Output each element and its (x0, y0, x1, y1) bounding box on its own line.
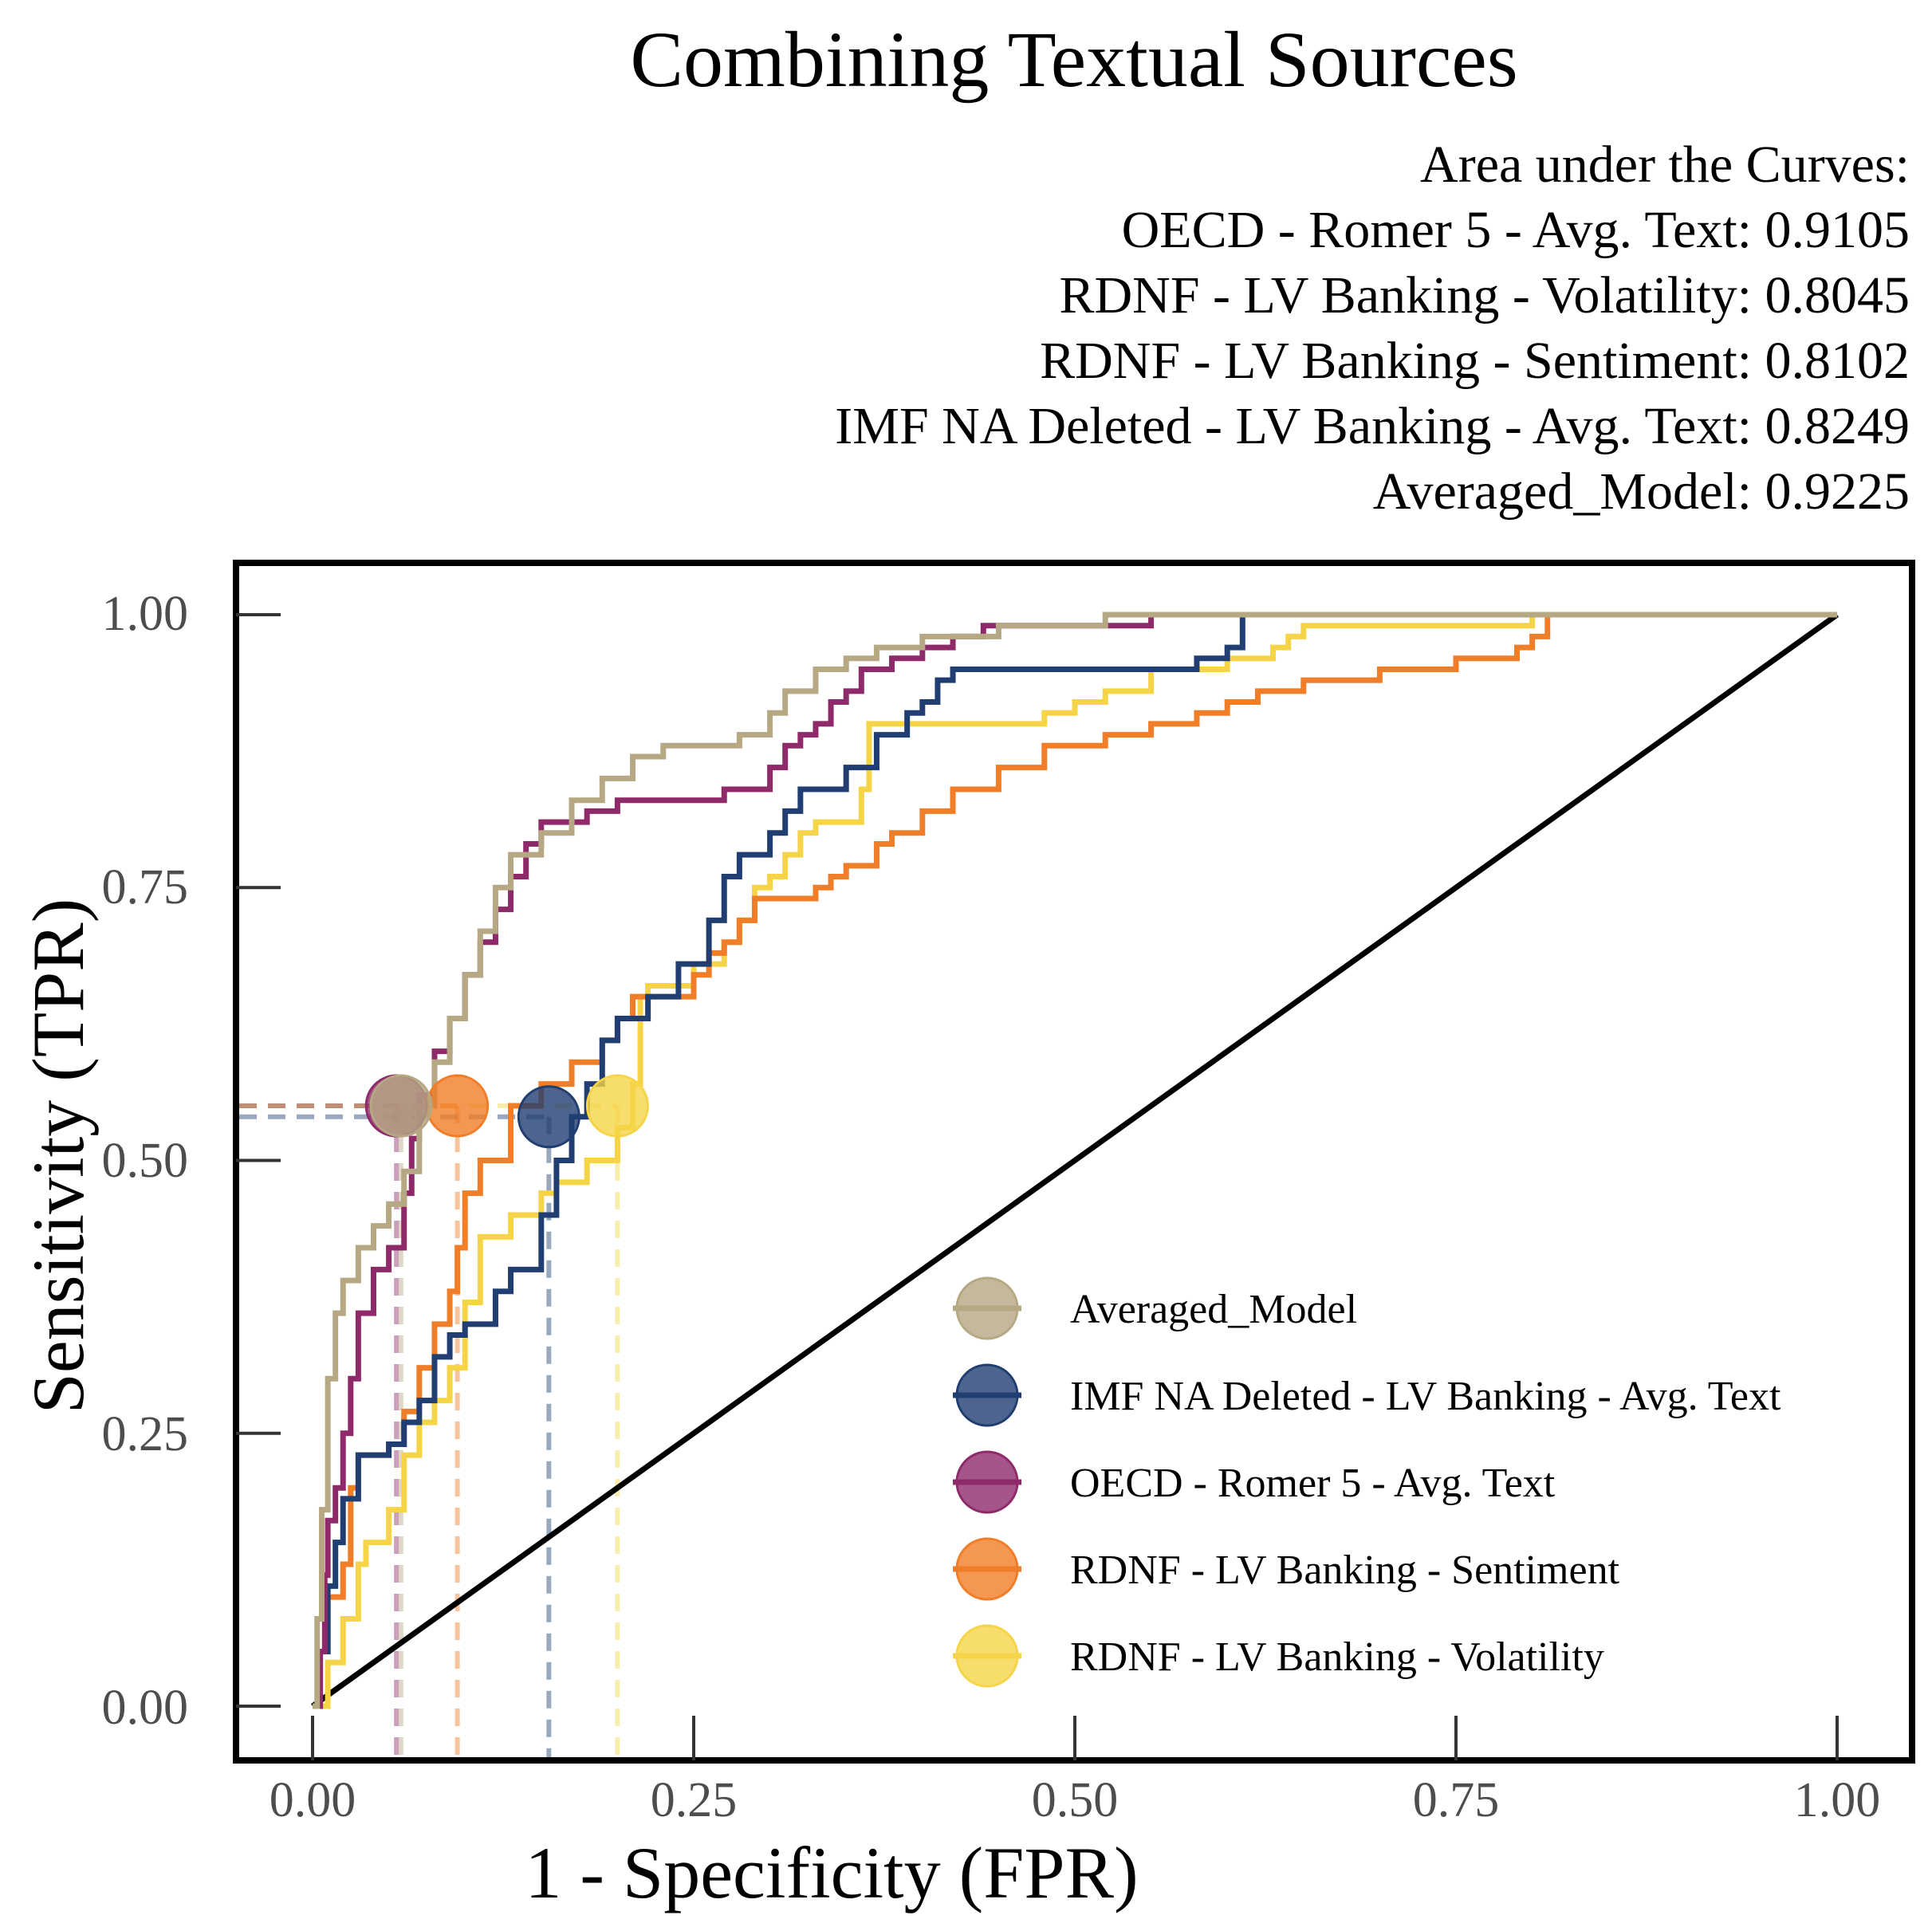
x-tick-label: 0.00 (270, 1773, 356, 1827)
threshold-markers (364, 1074, 649, 1149)
threshold-marker-averaged-model (369, 1074, 433, 1138)
curve-averaged-model (313, 612, 1837, 1709)
auc-heading: Area under the Curves: (1420, 136, 1910, 194)
x-axis-label: 1 - Specificity (FPR) (525, 1832, 1138, 1913)
y-tick-label: 0.75 (102, 860, 189, 914)
auc-annotation: Area under the Curves: OECD - Romer 5 - … (835, 136, 1910, 521)
auc-line-imf: IMF NA Deleted - LV Banking - Avg. Text:… (835, 397, 1910, 455)
x-axis: 0.00 0.25 0.50 0.75 1.00 (270, 1773, 1881, 1827)
legend: Averaged_Model IMF NA Deleted - LV Banki… (953, 1276, 1781, 1688)
legend-label-averaged: Averaged_Model (1070, 1287, 1357, 1332)
threshold-guides (239, 1103, 620, 1757)
y-tick-label: 0.00 (102, 1681, 189, 1735)
roc-curves (313, 612, 1837, 1709)
y-tick-label: 0.25 (102, 1407, 189, 1461)
y-axis: 0.00 0.25 0.50 0.75 1.00 (102, 587, 189, 1735)
threshold-marker-imf-na-deleted-lv-banking-avg-text (517, 1085, 580, 1149)
y-tick-label: 1.00 (102, 587, 189, 641)
chance-diagonal (310, 612, 1840, 1709)
threshold-marker-rdnf-lv-banking-volatility (585, 1074, 649, 1138)
tick-marks (236, 613, 1839, 1760)
legend-label-sentiment: RDNF - LV Banking - Sentiment (1070, 1547, 1620, 1593)
y-tick-label: 0.50 (102, 1134, 189, 1188)
curve-oecd-romer-5-avg-text (313, 612, 1837, 1709)
auc-line-rdnf-volatility: RDNF - LV Banking - Volatility: 0.8045 (1059, 266, 1910, 324)
threshold-marker-rdnf-lv-banking-sentiment (426, 1074, 490, 1138)
auc-line-averaged: Averaged_Model: 0.9225 (1373, 462, 1910, 521)
chart-title: Combining Textual Sources (630, 15, 1517, 104)
legend-label-oecd: OECD - Romer 5 - Avg. Text (1070, 1461, 1556, 1506)
x-tick-label: 0.75 (1413, 1773, 1500, 1827)
y-axis-label: Sensitivity (TPR) (18, 899, 99, 1414)
auc-line-oecd: OECD - Romer 5 - Avg. Text: 0.9105 (1122, 201, 1910, 259)
x-tick-label: 1.00 (1794, 1773, 1881, 1827)
x-tick-label: 0.25 (651, 1773, 738, 1827)
auc-line-rdnf-sentiment: RDNF - LV Banking - Sentiment: 0.8102 (1040, 332, 1910, 390)
x-tick-label: 0.50 (1032, 1773, 1119, 1827)
legend-label-volatility: RDNF - LV Banking - Volatility (1070, 1634, 1604, 1680)
curve-imf-na-deleted-lv-banking-avg-text (313, 612, 1837, 1709)
legend-label-imf: IMF NA Deleted - LV Banking - Avg. Text (1070, 1374, 1781, 1419)
